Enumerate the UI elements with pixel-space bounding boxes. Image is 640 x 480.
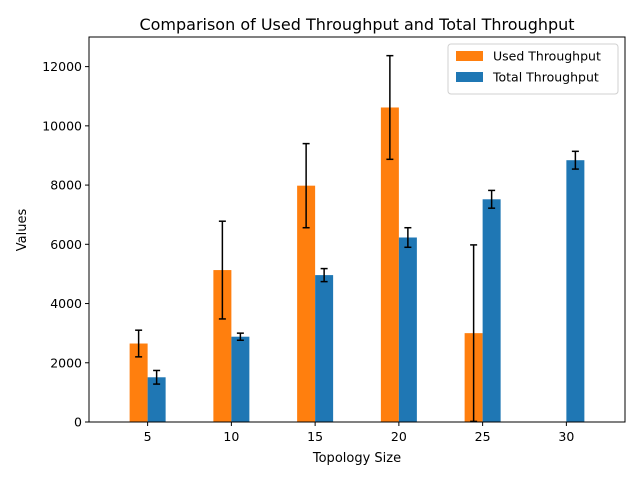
bar	[380, 107, 399, 422]
x-tick-label: 30	[558, 429, 574, 444]
legend-swatch	[456, 72, 483, 82]
bar	[147, 377, 166, 422]
y-tick-label: 2000	[50, 355, 82, 370]
legend-item: Total Throughput	[456, 70, 599, 85]
bar	[231, 336, 250, 422]
y-axis-label: Values	[15, 209, 30, 252]
plot-area	[88, 36, 626, 423]
error-bar	[320, 267, 328, 283]
error-bar	[135, 329, 143, 358]
plot-frame	[88, 36, 626, 423]
y-tick-label: 4000	[50, 296, 82, 311]
legend-item: Used Throughput	[456, 49, 601, 64]
y-tick-label: 0	[74, 415, 82, 430]
bar	[398, 237, 417, 422]
error-bar	[153, 369, 161, 385]
bar	[213, 270, 232, 422]
y-axis: 0 2000 4000 6000 8000 10000 12000	[42, 59, 89, 430]
y-tick-label: 10000	[42, 118, 82, 133]
x-axis-label: Topology Size	[312, 451, 401, 466]
bar	[297, 185, 316, 422]
bar	[129, 343, 148, 422]
y-tick-label: 8000	[50, 178, 82, 193]
y-tick-label: 6000	[50, 237, 82, 252]
legend-label: Total Throughput	[492, 70, 599, 85]
error-bar	[404, 226, 412, 249]
error-bar	[470, 244, 478, 423]
error-bar	[236, 332, 244, 342]
error-bar	[488, 189, 496, 209]
legend-box	[447, 43, 619, 95]
x-axis: 5 10 15 20 25 30	[144, 422, 574, 444]
error-bar	[218, 220, 226, 320]
bar	[566, 160, 585, 422]
x-tick-label: 20	[391, 429, 407, 444]
x-tick-label: 25	[475, 429, 491, 444]
legend-label: Used Throughput	[493, 49, 601, 64]
legend: Used Throughput Total Throughput	[447, 43, 619, 95]
error-bar	[571, 150, 579, 170]
bar	[315, 275, 334, 422]
error-bar	[302, 142, 310, 229]
x-tick-label: 10	[223, 429, 239, 444]
bar	[482, 199, 501, 422]
x-tick-label: 15	[307, 429, 323, 444]
y-tick-label: 12000	[42, 59, 82, 74]
error-bar	[386, 54, 394, 161]
chart-title: Comparison of Used Throughput and Total …	[139, 15, 574, 34]
x-tick-label: 5	[144, 429, 152, 444]
legend-swatch	[456, 51, 483, 61]
